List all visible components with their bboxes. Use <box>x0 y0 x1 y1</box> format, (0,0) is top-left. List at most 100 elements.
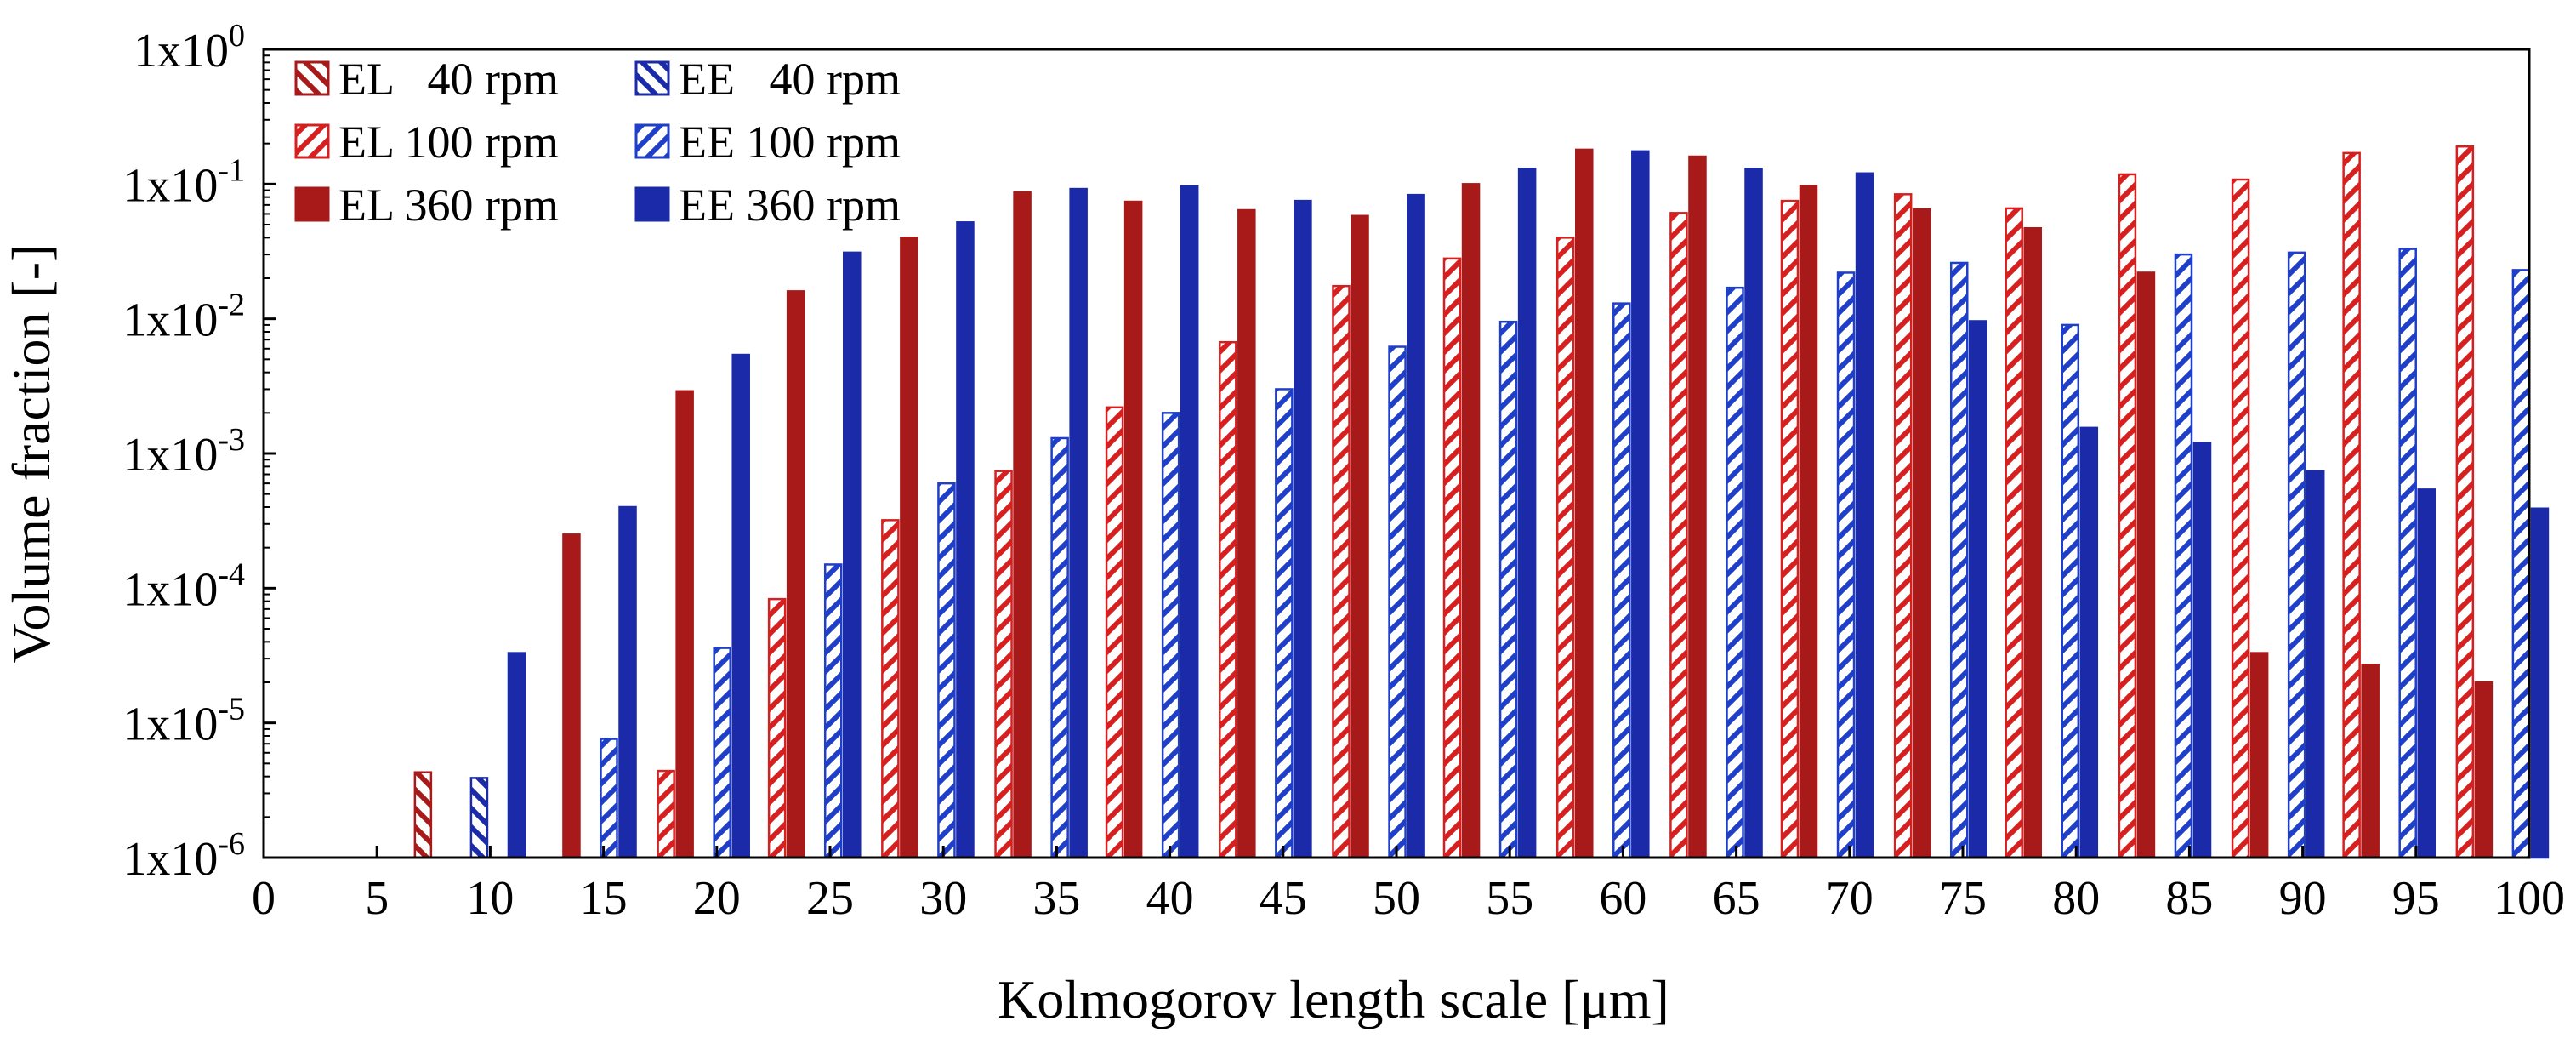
bar-el-100-rpm-bin-4 <box>767 597 787 859</box>
legend-swatch <box>294 60 330 96</box>
bar-ee-360-rpm-bin-17 <box>2306 470 2325 859</box>
y-tick-label: 1x100 <box>134 18 245 77</box>
legend-label: EE 100 rpm <box>679 117 901 168</box>
bar-ee-100-rpm-bin-17 <box>2287 251 2306 859</box>
y-tick-label: 1x10-6 <box>122 826 245 886</box>
bar-ee-100-rpm-bin-14 <box>1949 261 1969 859</box>
y-axis-label: Volume fraction [-] <box>1 244 61 664</box>
bar-el-100-rpm-bin-19 <box>2455 145 2475 859</box>
bar-el-360-rpm-bin-15 <box>2023 227 2042 859</box>
bar-el-360-rpm-bin-8 <box>1237 208 1256 859</box>
y-tick-label: 1x10-4 <box>122 556 245 616</box>
y-tick-label: 1x10-1 <box>122 152 245 212</box>
legend-swatch <box>634 60 670 96</box>
legend-swatch <box>294 186 330 222</box>
x-tick-label: 50 <box>1373 872 1420 925</box>
bar-el-360-rpm-bin-2 <box>562 533 581 859</box>
legend-swatch <box>634 123 670 159</box>
bar-ee-100-rpm-bin-18 <box>2398 248 2417 859</box>
bar-el-100-rpm-bin-9 <box>1332 284 1351 859</box>
x-tick-label: 45 <box>1260 872 1307 925</box>
bar-ee-360-rpm-bin-9 <box>1407 193 1425 859</box>
bar-ee-100-rpm-bin-15 <box>2061 323 2080 859</box>
x-tick-label: 15 <box>580 872 628 925</box>
y-tick-base: 1x10 <box>122 159 218 212</box>
bar-el-100-rpm-bin-15 <box>2005 207 2023 859</box>
x-tick-label: 35 <box>1032 872 1080 925</box>
bar-ee-360-rpm-bin-4 <box>842 251 862 859</box>
bar-ee-100-rpm-bin-16 <box>2174 253 2193 859</box>
bar-el-100-rpm-bin-11 <box>1555 237 1575 859</box>
bar-el-360-rpm-bin-7 <box>1123 200 1143 859</box>
y-axis: 1x10-61x10-51x10-41x10-31x10-21x10-11x10… <box>122 18 276 886</box>
bar-el-100-rpm-bin-3 <box>657 769 675 859</box>
bar-el-360-rpm-bin-18 <box>2361 664 2380 859</box>
bar-ee-360-rpm-bin-19 <box>2530 507 2550 859</box>
bar-el-40-rpm-bin-1 <box>413 771 433 859</box>
bar-ee-360-rpm-bin-16 <box>2192 442 2212 859</box>
bar-el-100-rpm-bin-16 <box>2118 173 2137 859</box>
legend-label: EE 360 rpm <box>679 180 901 231</box>
bar-el-360-rpm-bin-11 <box>1574 148 1594 859</box>
x-tick-label: 25 <box>806 872 854 925</box>
x-tick-label: 75 <box>1939 872 1987 925</box>
x-tick-label: 0 <box>252 872 276 925</box>
bar-ee-360-rpm-bin-6 <box>1069 187 1088 859</box>
bar-el-100-rpm-bin-10 <box>1442 257 1462 859</box>
bar-el-100-rpm-bin-12 <box>1669 212 1688 859</box>
x-tick-label: 70 <box>1826 872 1874 925</box>
bar-ee-360-rpm-bin-15 <box>2079 426 2099 859</box>
y-tick-label: 1x10-5 <box>122 692 245 751</box>
legend: EL 40 rpm EE 40 rpm EL 100 rpm EE 100 rpm EL… <box>294 54 901 231</box>
bar-ee-100-rpm-bin-7 <box>1161 412 1180 859</box>
bar-ee-100-rpm-bin-6 <box>1050 436 1069 859</box>
y-tick-base: 1x10 <box>122 563 218 616</box>
y-tick-exponent: 0 <box>229 18 245 54</box>
bar-ee-360-rpm-bin-12 <box>1744 168 1763 859</box>
bar-el-100-rpm-bin-17 <box>2231 178 2250 859</box>
bar-el-360-rpm-bin-4 <box>786 290 805 859</box>
bar-ee-360-rpm-bin-8 <box>1294 199 1312 859</box>
x-tick-label: 55 <box>1486 872 1533 925</box>
y-tick-label: 1x10-3 <box>122 422 245 482</box>
bar-el-360-rpm-bin-19 <box>2474 681 2494 859</box>
bar-el-360-rpm-bin-6 <box>1013 191 1032 859</box>
bar-el-360-rpm-bin-16 <box>2136 271 2156 859</box>
x-tick-label: 20 <box>693 872 741 925</box>
bar-ee-100-rpm-bin-9 <box>1388 345 1407 859</box>
bar-ee-100-rpm-bin-8 <box>1275 388 1294 859</box>
bar-ee-40-rpm-bin-1 <box>469 777 489 859</box>
y-tick-exponent: -3 <box>218 422 245 458</box>
bar-ee-360-rpm-bin-3 <box>731 353 750 859</box>
legend-label: EE 40 rpm <box>679 54 901 105</box>
bar-el-360-rpm-bin-5 <box>900 237 918 859</box>
y-tick-base: 1x10 <box>122 833 218 886</box>
bar-el-100-rpm-bin-14 <box>1893 193 1913 859</box>
x-tick-label: 65 <box>1713 872 1760 925</box>
bar-ee-100-rpm-bin-10 <box>1498 320 1518 859</box>
bar-ee-360-rpm-bin-7 <box>1180 185 1199 859</box>
bar-el-360-rpm-bin-3 <box>675 390 694 859</box>
x-tick-label: 85 <box>2165 872 2213 925</box>
bar-ee-100-rpm-bin-2 <box>600 738 618 859</box>
bar-ee-360-rpm-bin-10 <box>1517 168 1537 859</box>
y-tick-label: 1x10-2 <box>122 288 245 347</box>
legend-label: EL 40 rpm <box>338 54 559 105</box>
bar-ee-360-rpm-bin-2 <box>618 505 637 859</box>
legend-label: EL 360 rpm <box>338 180 559 231</box>
x-axis: 0 5 10 15 20 25 30 35 40 45 50 55 60 65 70 75 80 85 90 95 10… <box>252 846 2565 925</box>
y-tick-base: 1x10 <box>122 429 218 482</box>
x-tick-label: 95 <box>2392 872 2440 925</box>
y-tick-exponent: -4 <box>218 556 245 592</box>
bar-ee-100-rpm-bin-13 <box>1836 271 1856 859</box>
bar-el-360-rpm-bin-13 <box>1799 185 1818 859</box>
bar-ee-360-rpm-bin-18 <box>2417 488 2436 859</box>
bar-el-100-rpm-bin-5 <box>881 519 900 859</box>
x-tick-label: 100 <box>2494 872 2565 925</box>
bar-el-360-rpm-bin-12 <box>1688 155 1707 859</box>
y-tick-base: 1x10 <box>134 25 229 77</box>
y-tick-exponent: -1 <box>218 152 245 188</box>
x-tick-label: 5 <box>365 872 389 925</box>
bar-el-360-rpm-bin-17 <box>2249 652 2269 859</box>
